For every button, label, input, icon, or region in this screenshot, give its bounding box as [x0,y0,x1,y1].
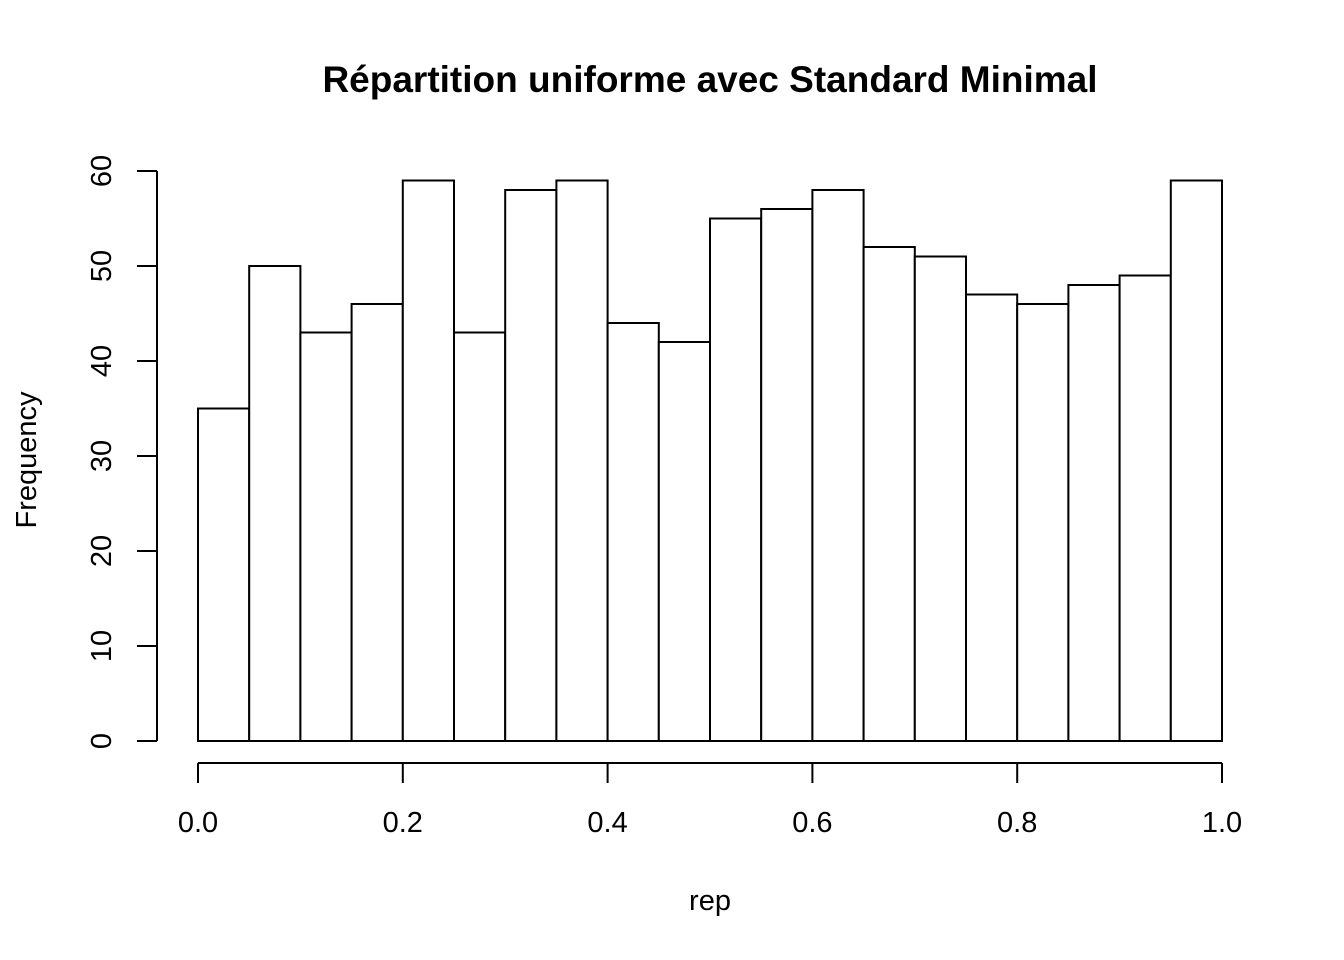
histogram-bar [657,341,711,742]
x-tick-label: 0.4 [587,807,627,839]
histogram-bar [965,293,1019,742]
y-axis-label: Frequency [11,391,43,529]
histogram-bar [197,407,251,742]
y-tick-label: 60 [86,155,118,187]
histogram-bar [709,217,763,742]
x-tick-label: 0.0 [178,807,218,839]
x-tick-label: 0.2 [383,807,423,839]
histogram-bar [401,179,455,742]
x-axis-label: rep [689,885,731,917]
histogram-bar [453,331,507,742]
histogram-bar [862,246,916,742]
y-tick-label: 40 [86,345,118,377]
histogram-bar [1118,274,1172,742]
histogram-bar [811,189,865,742]
histogram-bar [606,322,660,742]
histogram-bar [248,265,302,742]
y-tick-label: 0 [86,733,118,749]
histogram-bar [1169,179,1224,742]
y-axis: 0 10 20 30 40 50 60 [86,155,158,749]
histogram-bar [760,208,814,742]
chart-title: Répartition uniforme avec Standard Minim… [322,59,1097,100]
y-tick-label: 10 [86,630,118,662]
y-tick-label: 20 [86,535,118,567]
x-axis: 0.0 0.2 0.4 0.6 0.8 1.0 [178,762,1242,839]
histogram-bar [555,179,609,742]
histogram-bar [350,303,404,742]
histogram-bar [1067,284,1121,742]
y-tick-label: 50 [86,250,118,282]
x-tick-label: 1.0 [1202,807,1242,839]
y-tick-label: 30 [86,440,118,472]
histogram-bar [913,255,967,742]
x-tick-label: 0.6 [792,807,832,839]
x-tick-label: 0.8 [997,807,1037,839]
histogram-bar [1016,303,1070,742]
histogram-bar [299,331,353,742]
histogram-bar [504,189,558,742]
bars-group [197,179,1224,742]
